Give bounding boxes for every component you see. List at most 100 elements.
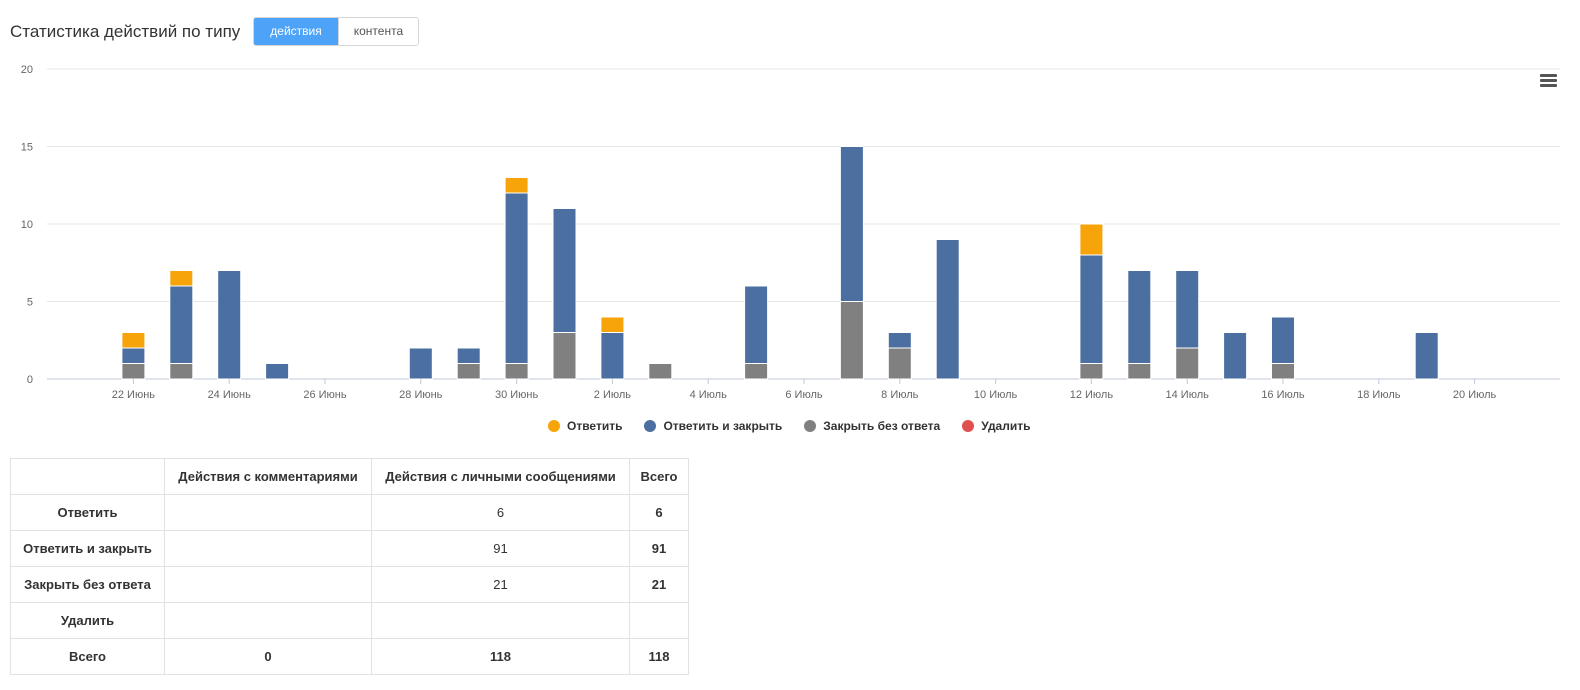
bar-segment[interactable]: [1175, 347, 1200, 380]
table-cell: [164, 530, 372, 567]
table-cell: [164, 602, 372, 639]
x-tick-label: 6 Июль: [785, 389, 823, 401]
legend-item-delete[interactable]: Удалить: [962, 419, 1031, 433]
bar-segment[interactable]: [648, 363, 673, 380]
table-cell: [164, 566, 372, 603]
legend-dot-close-no-reply: [804, 420, 817, 432]
table-header-cell: Действия с комментариями: [164, 458, 372, 495]
bar-segment[interactable]: [839, 301, 864, 380]
table-cell: 6: [629, 494, 689, 531]
table-header-cell: Действия с личными сообщениями: [371, 458, 630, 495]
bar-segment[interactable]: [169, 270, 194, 287]
bar-segment[interactable]: [408, 347, 433, 380]
table-cell: 21: [629, 566, 689, 603]
bar-segment[interactable]: [1127, 270, 1152, 364]
x-tick-label: 2 Июль: [594, 389, 632, 401]
table-cell: 91: [629, 530, 689, 567]
table-cell: [629, 602, 689, 639]
table-header-row: Действия с комментариями Действия с личн…: [10, 458, 689, 495]
bar-segment[interactable]: [552, 332, 577, 380]
toggle-actions-button[interactable]: действия: [254, 18, 338, 45]
chart-legend: Ответить Ответить и закрыть Закрыть без …: [548, 419, 1053, 433]
legend-label: Закрыть без ответа: [823, 419, 941, 433]
chart-header: Статистика действий по типу действия кон…: [10, 17, 420, 46]
x-tick-label: 24 Июнь: [208, 389, 252, 401]
legend-item-reply[interactable]: Ответить: [548, 419, 622, 433]
table-header-cell: [10, 458, 165, 495]
x-tick-label: 18 Июль: [1357, 389, 1401, 401]
bar-segment[interactable]: [887, 332, 912, 349]
x-tick-label: 8 Июль: [881, 389, 919, 401]
table-row: Ответить и закрыть 91 91: [10, 530, 689, 567]
bar-segment[interactable]: [169, 363, 194, 380]
y-tick-label: 5: [27, 297, 33, 309]
legend-dot-reply: [548, 420, 560, 432]
bar-segment[interactable]: [552, 208, 577, 333]
legend-dot-reply-close: [644, 420, 657, 432]
table-cell: [371, 602, 630, 639]
table-total-row: Всего 0 118 118: [10, 638, 689, 675]
table-row: Ответить 6 6: [10, 494, 689, 531]
x-tick-label: 4 Июль: [690, 389, 728, 401]
bar-segment[interactable]: [121, 363, 146, 380]
bar-segment[interactable]: [1079, 363, 1104, 380]
table-cell: 6: [371, 494, 630, 531]
legend-label: Ответить и закрыть: [663, 419, 783, 433]
bar-segment[interactable]: [504, 192, 529, 364]
bar-segment[interactable]: [600, 316, 625, 333]
bar-segment[interactable]: [1079, 254, 1104, 364]
table-row: Удалить: [10, 602, 689, 639]
bar-segment[interactable]: [169, 285, 194, 364]
x-tick-label: 20 Июль: [1453, 389, 1497, 401]
bar-segment[interactable]: [887, 347, 912, 380]
x-tick-label: 12 Июль: [1070, 389, 1114, 401]
chart-menu-icon[interactable]: [1540, 74, 1557, 88]
bar-segment[interactable]: [935, 239, 960, 380]
mode-toggle: действия контента: [253, 17, 420, 46]
table-cell: 118: [371, 638, 630, 675]
bar-segment[interactable]: [744, 363, 769, 380]
legend-label: Удалить: [981, 419, 1031, 433]
bar-segment[interactable]: [1127, 363, 1152, 380]
bar-segment[interactable]: [839, 146, 864, 302]
legend-item-close-no-reply[interactable]: Закрыть без ответа: [804, 419, 940, 433]
x-tick-label: 28 Июнь: [399, 389, 443, 401]
bar-segment[interactable]: [600, 332, 625, 380]
table-cell: [164, 494, 372, 531]
y-tick-label: 0: [27, 374, 33, 386]
y-tick-label: 15: [21, 142, 33, 154]
bar-segment[interactable]: [1414, 332, 1439, 380]
bar-segment[interactable]: [456, 363, 481, 380]
legend-item-reply-close[interactable]: Ответить и закрыть: [644, 419, 782, 433]
page-title: Статистика действий по типу: [10, 21, 241, 41]
legend-dot-delete: [962, 420, 975, 432]
bar-segment[interactable]: [504, 363, 529, 380]
table-row: Закрыть без ответа 21 21: [10, 566, 689, 603]
bar-segment[interactable]: [1271, 316, 1295, 364]
bar-segment[interactable]: [1271, 363, 1295, 380]
bar-segment[interactable]: [1175, 270, 1200, 349]
y-tick-label: 10: [21, 219, 33, 231]
x-tick-label: 16 Июль: [1261, 389, 1305, 401]
toggle-content-button[interactable]: контента: [337, 18, 419, 45]
bar-segment[interactable]: [121, 347, 146, 364]
table-header-cell: Всего: [629, 458, 689, 495]
table-cell: 118: [629, 638, 689, 675]
row-label: Всего: [10, 638, 165, 675]
bar-segment[interactable]: [265, 363, 290, 380]
bar-segment[interactable]: [504, 177, 529, 194]
row-label: Удалить: [10, 602, 165, 639]
table-cell: 21: [371, 566, 630, 603]
bar-segment[interactable]: [744, 285, 769, 364]
x-tick-label: 26 Июнь: [303, 389, 347, 401]
stacked-bar-chart: 0 5 10 15 20 22 Июнь 24 Июнь 26 Июнь 28 Июнь 30 И…: [21, 64, 1560, 401]
bar-segment[interactable]: [456, 347, 481, 364]
table-cell: 0: [164, 638, 372, 675]
bar-segment[interactable]: [217, 270, 242, 380]
row-label: Закрыть без ответа: [10, 566, 165, 603]
bar-segment[interactable]: [1223, 332, 1248, 380]
stats-table: Действия с комментариями Действия с личн…: [10, 458, 689, 675]
bar-segment[interactable]: [1079, 223, 1104, 256]
table-cell: 91: [371, 530, 630, 567]
bar-segment[interactable]: [121, 332, 146, 349]
